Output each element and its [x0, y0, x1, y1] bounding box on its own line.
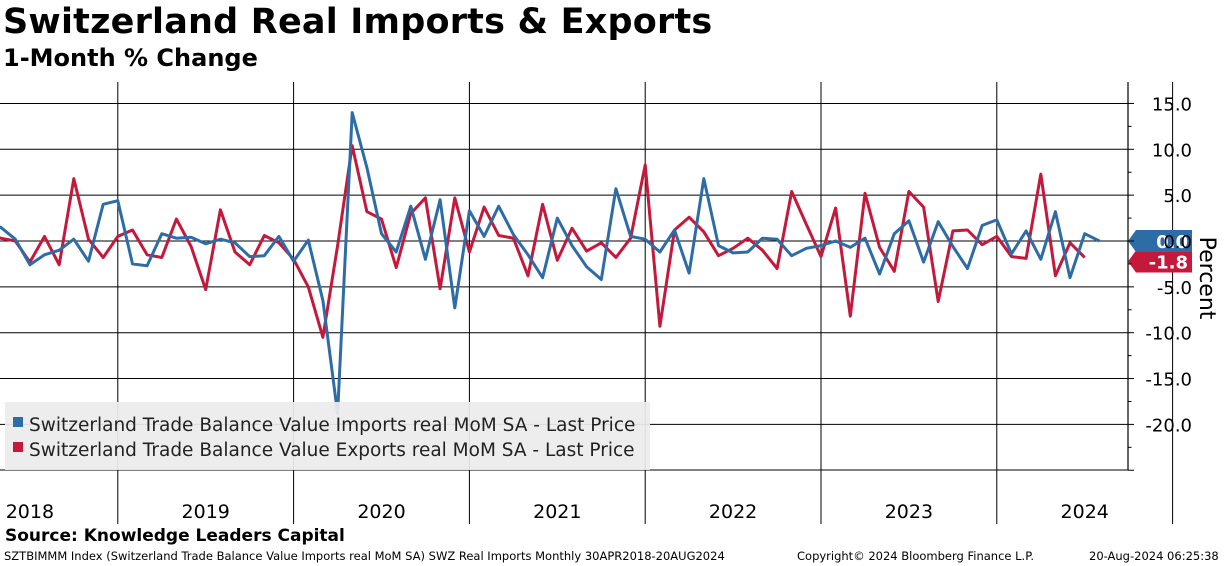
last-value-badge-imports [1128, 230, 1192, 252]
footer-timestamp: 20-Aug-2024 06:25:38 [1089, 549, 1219, 563]
legend-box [5, 402, 650, 470]
y-tick-label-2: 5.0 [1163, 186, 1192, 207]
legend-imports-label: Switzerland Trade Balance Value Imports … [29, 415, 635, 436]
legend-imports-swatch [13, 417, 23, 427]
year-label-2021: 2021 [533, 501, 581, 523]
y-tick-label-7: -20.0 [1145, 415, 1192, 436]
year-label-2023: 2023 [885, 501, 933, 523]
footer-index-info: SZTBIMMM Index (Switzerland Trade Balanc… [4, 549, 725, 563]
y-tick-label-5: -10.0 [1145, 324, 1192, 345]
year-label-2022: 2022 [709, 501, 757, 523]
y-tick-label-1: 10.0 [1152, 140, 1192, 161]
series-line-exports [0, 144, 1086, 339]
year-label-2024: 2024 [1061, 501, 1109, 523]
y-axis-label: Percent [1194, 237, 1219, 320]
chart-subtitle: 1-Month % Change [3, 44, 258, 72]
last-value-badge-exports [1128, 250, 1192, 273]
year-label-2018: 2018 [6, 501, 54, 523]
last-value-label-imports: 0.0 [1156, 232, 1188, 253]
series-line-imports [0, 111, 1101, 415]
chart-title: Switzerland Real Imports & Exports [3, 2, 713, 42]
y-tick-label-4: -5.0 [1157, 278, 1192, 299]
last-value-label-exports: -1.8 [1149, 253, 1188, 274]
source-note: Source: Knowledge Leaders Capital [5, 526, 345, 546]
year-label-2019: 2019 [182, 501, 230, 523]
legend-exports-swatch [13, 442, 23, 452]
y-tick-label-3: 0.0 [1163, 232, 1192, 253]
footer-copyright: Copyright© 2024 Bloomberg Finance L.P. [797, 549, 1034, 563]
year-label-2020: 2020 [357, 501, 405, 523]
y-tick-label-0: 15.0 [1152, 94, 1192, 115]
y-tick-label-6: -15.0 [1145, 370, 1192, 391]
legend-exports-label: Switzerland Trade Balance Value Exports … [29, 440, 635, 461]
